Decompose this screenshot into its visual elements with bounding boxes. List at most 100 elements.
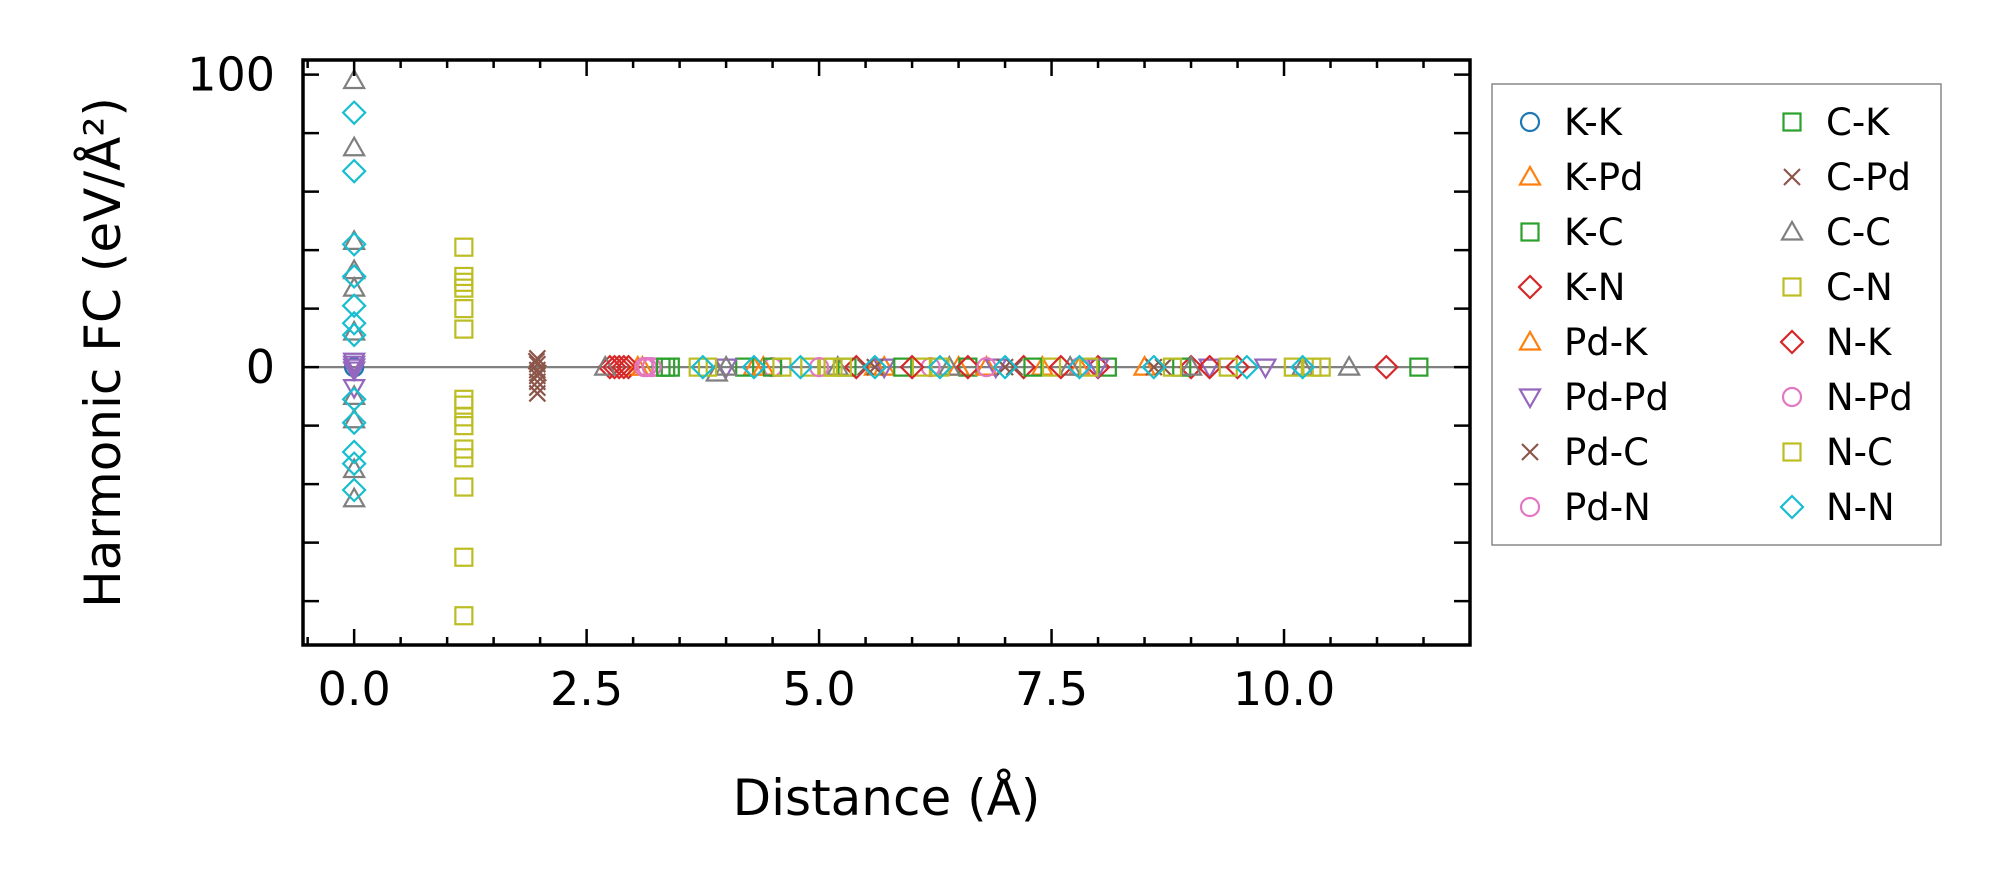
point-n-n	[341, 100, 367, 126]
point-n-pd	[634, 357, 655, 378]
point-pd-c	[528, 378, 547, 397]
point-c-c	[342, 384, 367, 405]
legend-marker-k-pd	[1518, 164, 1542, 186]
tick-labels-layer: 0.0 2.5 5.0 7.5 10.0 0 100	[187, 48, 1335, 716]
point-pd-pd	[1253, 358, 1278, 380]
point-pd-c	[528, 384, 547, 403]
legend-item-pd-pd: Pd-Pd	[1518, 376, 1669, 419]
point-c-n	[454, 547, 474, 567]
point-n-n	[1141, 354, 1167, 380]
point-n-n	[862, 354, 888, 380]
series-n-k	[601, 354, 1223, 380]
point-c-n	[454, 237, 474, 257]
legend-label: K-N	[1564, 266, 1625, 309]
legend-item-n-c: N-C	[1782, 431, 1893, 474]
x-axis-title: Distance (Å)	[733, 769, 1041, 827]
legend-item-k-c: K-C	[1520, 211, 1624, 254]
point-k-n	[1373, 354, 1399, 380]
point-c-c	[1337, 354, 1362, 376]
point-n-n	[741, 354, 767, 380]
point-c-n	[454, 448, 474, 468]
legend-marker-n-c	[1782, 442, 1802, 462]
legend-label: Pd-N	[1564, 486, 1651, 529]
legend-marker-n-k	[1779, 329, 1805, 355]
point-c-n	[454, 606, 474, 626]
point-c-n	[454, 299, 474, 319]
legend-item-n-k: N-K	[1779, 321, 1893, 364]
legend-marker-c-pd	[1783, 168, 1801, 186]
legend-label: K-C	[1564, 211, 1624, 254]
point-c-c	[342, 135, 367, 157]
point-n-n	[341, 410, 367, 436]
point-c-k	[1409, 357, 1429, 377]
legend-label: N-C	[1826, 431, 1893, 474]
point-c-k	[656, 357, 676, 377]
point-n-n	[341, 231, 367, 257]
point-pd-n	[641, 357, 662, 378]
point-k-n	[1178, 354, 1204, 380]
legend-item-c-n: C-N	[1782, 266, 1893, 309]
point-c-k	[893, 357, 913, 377]
legend-label: K-K	[1564, 101, 1624, 144]
legend-marker-pd-pd	[1518, 388, 1542, 410]
point-pd-pd	[342, 355, 367, 377]
point-n-c	[1302, 357, 1322, 377]
point-c-c	[342, 229, 367, 250]
legend-label: C-Pd	[1826, 156, 1911, 199]
legend-item-n-pd: N-Pd	[1781, 376, 1913, 419]
point-pd-pd	[342, 379, 367, 400]
point-n-n	[1290, 354, 1316, 380]
point-k-n	[843, 354, 869, 380]
point-n-c	[832, 357, 852, 377]
point-c-n	[1283, 357, 1303, 377]
x-tick-label: 2.5	[550, 662, 623, 716]
plot-frame	[301, 58, 1472, 647]
point-pd-pd	[872, 358, 897, 380]
y-tick-label: 0	[246, 340, 275, 394]
legend-marker-k-n	[1517, 274, 1543, 300]
point-n-n	[992, 354, 1018, 380]
legend-label: Pd-K	[1564, 321, 1649, 364]
legend-label: N-Pd	[1826, 376, 1913, 419]
point-pd-k	[872, 354, 897, 376]
legend-label: C-N	[1826, 266, 1893, 309]
point-c-c	[704, 360, 729, 382]
point-n-k	[1197, 354, 1223, 380]
legend-item-n-n: N-N	[1779, 486, 1895, 529]
point-n-n	[341, 439, 367, 465]
point-n-c	[697, 357, 718, 377]
point-k-n	[1011, 354, 1037, 380]
point-k-c	[735, 357, 755, 377]
series-c-k	[656, 357, 1429, 377]
point-n-k	[899, 354, 925, 380]
point-k-n	[1224, 354, 1251, 380]
point-n-n	[341, 322, 367, 348]
x-tick-label: 0.0	[318, 662, 391, 716]
point-c-n	[454, 416, 474, 436]
legend-label: C-C	[1826, 211, 1891, 254]
point-k-n	[606, 354, 632, 380]
point-c-n	[1041, 357, 1062, 377]
series-n-pd	[634, 357, 997, 378]
point-pd-k	[974, 354, 999, 376]
point-c-c	[593, 354, 618, 376]
legend-marker-k-c	[1520, 222, 1540, 242]
legend: K-K K-Pd K-C K-N Pd-K Pd-Pd Pd-C Pd-N C-K C-Pd C-C…	[1491, 83, 1942, 546]
point-c-n	[454, 477, 474, 497]
point-pd-pd	[342, 361, 367, 383]
point-c-c	[714, 354, 738, 376]
legend-item-k-n: K-N	[1517, 266, 1625, 309]
data-points-layer	[341, 68, 1429, 626]
legend-box	[1491, 83, 1942, 546]
legend-marker-k-k	[1519, 111, 1541, 133]
point-n-n	[341, 310, 367, 336]
point-n-n	[341, 477, 367, 503]
point-n-c	[1079, 357, 1099, 377]
point-c-k	[1023, 357, 1043, 377]
legend-item-c-k: C-K	[1782, 101, 1891, 144]
legend-item-c-c: C-C	[1780, 211, 1891, 254]
point-c-c	[1058, 354, 1083, 376]
point-n-c	[930, 357, 950, 377]
point-n-n	[341, 451, 367, 477]
